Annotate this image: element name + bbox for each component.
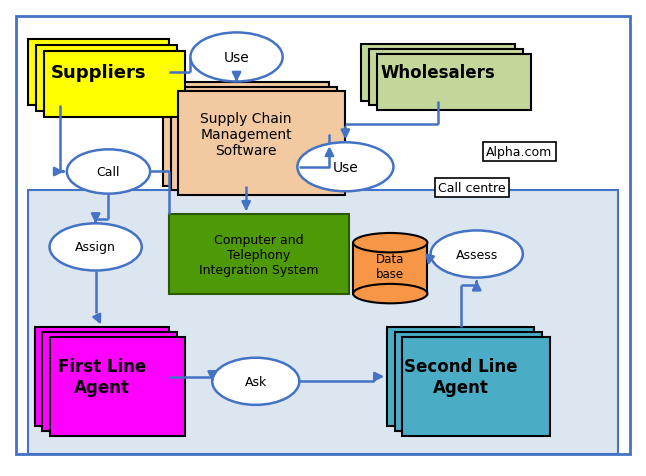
FancyBboxPatch shape: [43, 332, 177, 431]
Text: Wholesalers: Wholesalers: [381, 64, 495, 82]
Text: Alpha.com: Alpha.com: [486, 146, 552, 159]
Text: First Line
Agent: First Line Agent: [58, 357, 146, 396]
Bar: [353, 243, 428, 294]
Text: Use: Use: [333, 160, 359, 174]
FancyBboxPatch shape: [395, 332, 542, 431]
Text: Assign: Assign: [75, 241, 116, 254]
Text: Supply Chain
Management
Software: Supply Chain Management Software: [200, 111, 292, 158]
Ellipse shape: [353, 284, 428, 304]
FancyBboxPatch shape: [178, 92, 345, 196]
Ellipse shape: [191, 33, 283, 82]
Text: Use: Use: [224, 51, 249, 65]
Ellipse shape: [353, 233, 428, 253]
FancyBboxPatch shape: [16, 17, 630, 455]
FancyBboxPatch shape: [163, 83, 329, 186]
FancyBboxPatch shape: [28, 40, 169, 106]
FancyBboxPatch shape: [387, 327, 534, 426]
FancyBboxPatch shape: [36, 46, 177, 112]
FancyBboxPatch shape: [171, 88, 337, 191]
Text: Call: Call: [97, 166, 120, 178]
Ellipse shape: [67, 150, 150, 194]
Ellipse shape: [297, 143, 393, 192]
Ellipse shape: [212, 358, 299, 405]
FancyBboxPatch shape: [377, 55, 530, 111]
FancyBboxPatch shape: [169, 215, 349, 295]
Text: Call centre: Call centre: [438, 182, 506, 195]
Text: Suppliers: Suppliers: [51, 64, 147, 82]
Text: Second Line
Agent: Second Line Agent: [404, 357, 517, 396]
Text: Ask: Ask: [245, 375, 267, 388]
Text: Assess: Assess: [455, 248, 498, 261]
FancyBboxPatch shape: [35, 327, 169, 426]
Ellipse shape: [50, 224, 141, 271]
FancyBboxPatch shape: [50, 337, 185, 436]
FancyBboxPatch shape: [44, 52, 185, 118]
FancyBboxPatch shape: [28, 191, 618, 455]
FancyBboxPatch shape: [361, 45, 515, 101]
Text: Computer and
Telephony
Integration System: Computer and Telephony Integration Syste…: [199, 233, 318, 276]
FancyBboxPatch shape: [369, 50, 523, 106]
Ellipse shape: [431, 231, 523, 278]
FancyBboxPatch shape: [402, 337, 550, 436]
Text: Data
base: Data base: [376, 252, 404, 280]
